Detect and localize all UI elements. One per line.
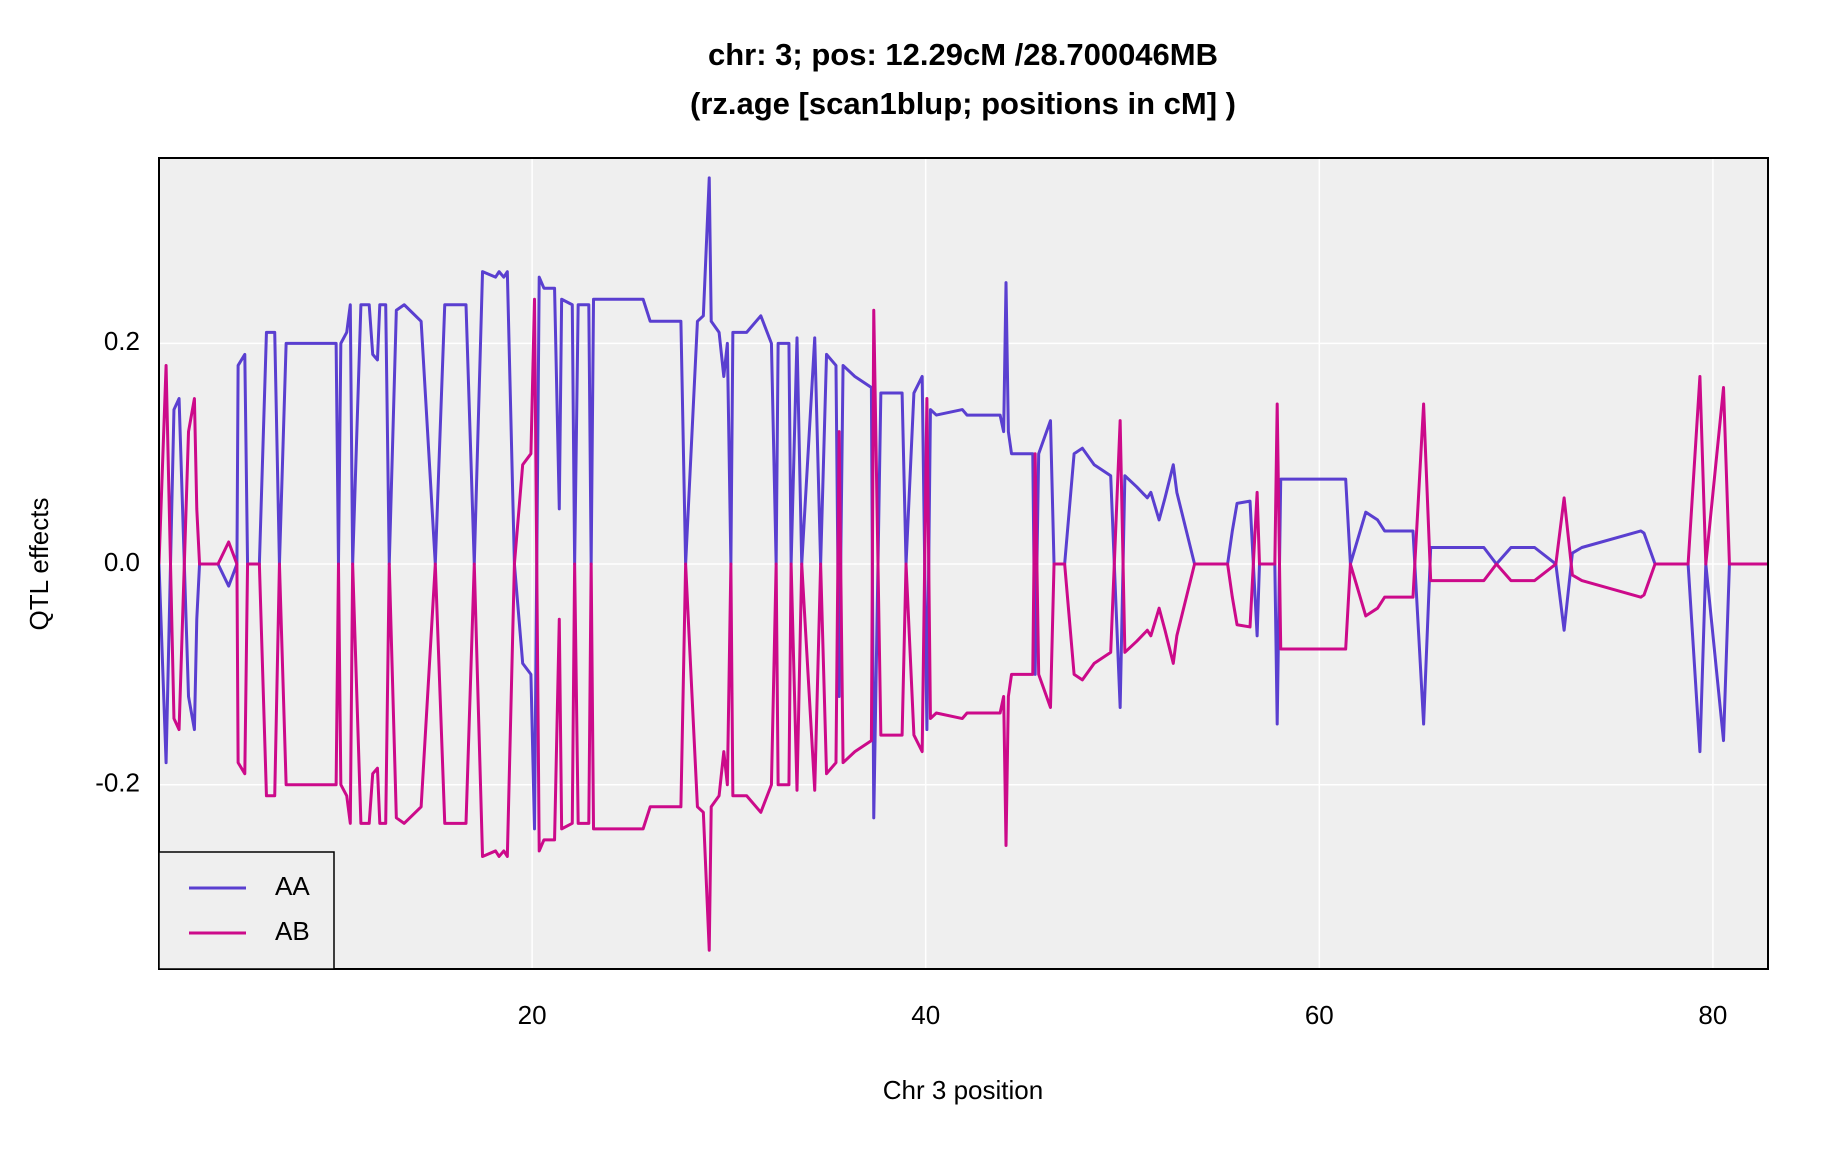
- y-tick-label: -0.2: [95, 768, 140, 798]
- x-tick-label: 20: [518, 1000, 547, 1030]
- legend-box: [158, 851, 335, 970]
- legend-label: AA: [275, 871, 310, 901]
- legend: AA AB: [158, 851, 335, 970]
- y-tick-label: 0.0: [104, 547, 140, 577]
- y-tick-label: 0.2: [104, 326, 140, 356]
- legend-label: AB: [275, 916, 310, 946]
- series-line: [159, 297, 1768, 952]
- y-axis-label: QTL effects: [24, 498, 54, 631]
- x-tick-label: 60: [1305, 1000, 1334, 1030]
- chart-title: chr: 3; pos: 12.29cM /28.700046MB: [708, 37, 1218, 72]
- chart-title: (rz.age [scan1blup; positions in cM] ): [690, 86, 1236, 121]
- x-tick-label: 40: [911, 1000, 940, 1030]
- x-axis-label: Chr 3 position: [883, 1075, 1043, 1105]
- x-tick-label: 80: [1698, 1000, 1727, 1030]
- plot-frame: [158, 157, 1769, 970]
